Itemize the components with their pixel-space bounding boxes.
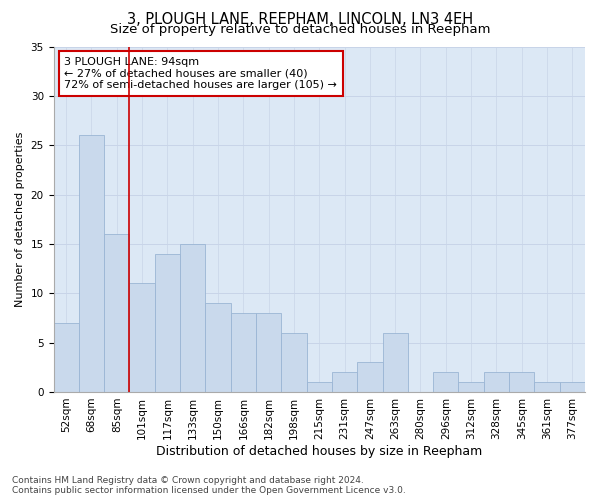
Bar xyxy=(104,234,130,392)
Bar xyxy=(230,313,256,392)
Bar xyxy=(535,382,560,392)
Bar xyxy=(79,136,104,392)
Bar xyxy=(281,332,307,392)
Text: Contains HM Land Registry data © Crown copyright and database right 2024.
Contai: Contains HM Land Registry data © Crown c… xyxy=(12,476,406,495)
Bar xyxy=(357,362,383,392)
Bar xyxy=(484,372,509,392)
Bar xyxy=(458,382,484,392)
X-axis label: Distribution of detached houses by size in Reepham: Distribution of detached houses by size … xyxy=(156,444,482,458)
Text: 3 PLOUGH LANE: 94sqm
← 27% of detached houses are smaller (40)
72% of semi-detac: 3 PLOUGH LANE: 94sqm ← 27% of detached h… xyxy=(64,57,337,90)
Y-axis label: Number of detached properties: Number of detached properties xyxy=(15,132,25,307)
Bar xyxy=(155,254,180,392)
Bar xyxy=(256,313,281,392)
Bar xyxy=(53,323,79,392)
Bar xyxy=(383,332,408,392)
Text: Size of property relative to detached houses in Reepham: Size of property relative to detached ho… xyxy=(110,22,490,36)
Bar xyxy=(130,284,155,392)
Bar xyxy=(307,382,332,392)
Bar xyxy=(205,303,230,392)
Bar xyxy=(560,382,585,392)
Bar xyxy=(433,372,458,392)
Bar xyxy=(180,244,205,392)
Bar xyxy=(509,372,535,392)
Text: 3, PLOUGH LANE, REEPHAM, LINCOLN, LN3 4EH: 3, PLOUGH LANE, REEPHAM, LINCOLN, LN3 4E… xyxy=(127,12,473,28)
Bar xyxy=(332,372,357,392)
